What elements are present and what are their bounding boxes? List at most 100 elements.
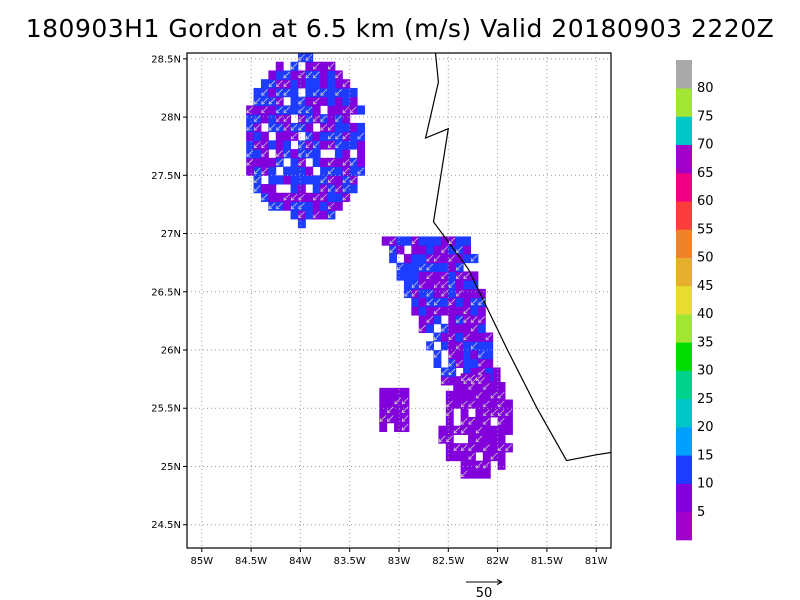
wind-vector [253, 123, 261, 131]
heat-cell [290, 210, 299, 220]
x-tick-label: 83.5W [334, 556, 366, 567]
wind-vector [298, 115, 305, 122]
wind-vector-head [497, 412, 502, 416]
heat-cell [394, 414, 402, 424]
wind-vector-head [448, 371, 453, 376]
wind-vector-head [305, 74, 310, 79]
heat-cell [482, 373, 491, 383]
heat-cell [440, 341, 449, 351]
colorbar-label: 10 [697, 477, 714, 492]
colorbar-label: 35 [697, 335, 714, 350]
wind-vector-head [483, 464, 487, 469]
wind-vector [475, 391, 483, 399]
wind-vector-head [456, 319, 460, 323]
wind-vector [433, 281, 441, 288]
heat-cell [426, 245, 435, 255]
wind-vector-head [411, 293, 416, 297]
wind-vector-head [342, 135, 347, 140]
heat-cell [505, 399, 513, 409]
heat-cell [268, 70, 277, 80]
wind-vector-head [490, 412, 494, 416]
heat-cell [260, 184, 269, 194]
wind-vector-head [404, 293, 408, 297]
wind-vector [268, 80, 276, 87]
heat-cell [305, 87, 314, 98]
wind-vector [456, 289, 463, 297]
heat-cell [290, 96, 299, 106]
heat-cell [475, 469, 484, 479]
wind-vector-head [441, 380, 445, 384]
heat-cell [305, 96, 314, 106]
heat-cell [253, 149, 262, 159]
x-tick-label: 85W [190, 556, 213, 567]
wind-vector-head [313, 74, 317, 79]
wind-vector [261, 89, 268, 96]
wind-vector [290, 123, 298, 131]
heat-cell [482, 469, 491, 479]
wind-vector-head [456, 293, 460, 297]
wind-vector [475, 374, 483, 381]
heat-cell [418, 306, 427, 316]
heat-cell [327, 70, 336, 80]
wind-vector-head [283, 109, 287, 114]
wind-vector [448, 351, 456, 358]
wind-vector-head [276, 127, 280, 131]
heat-cell [320, 70, 329, 80]
heat-cell [290, 87, 299, 98]
wind-vector-head [327, 135, 332, 140]
wind-vector-head [441, 275, 445, 280]
wind-vector [490, 391, 498, 399]
wind-vector-head [441, 249, 445, 253]
heat-cell [253, 105, 262, 115]
heat-cell [268, 166, 277, 176]
heat-cell [463, 358, 471, 368]
heat-cell [418, 271, 427, 281]
wind-vector-head [268, 127, 273, 131]
y-tick-label: 27.5N [151, 171, 181, 182]
heat-cell [433, 262, 442, 272]
colorbar-segment [676, 257, 692, 287]
wind-vector [475, 426, 483, 434]
wind-vector [461, 470, 468, 478]
heat-cell [463, 245, 471, 255]
heat-cell [320, 61, 329, 71]
heat-cell [411, 245, 420, 255]
wind-vector [268, 97, 276, 105]
wind-vector [327, 167, 335, 175]
wind-vector-head [463, 319, 467, 323]
heat-cell [283, 131, 292, 141]
wind-vector [350, 176, 357, 183]
wind-vector-head [253, 170, 258, 175]
heat-cell [497, 460, 506, 470]
wind-vector-head [478, 380, 482, 384]
heat-cell [327, 114, 336, 124]
wind-vector-head [433, 310, 438, 315]
heat-cell [246, 114, 255, 124]
colorbar-segment [676, 483, 692, 513]
heat-cell [477, 332, 486, 342]
wind-vector-head [468, 403, 472, 408]
heat-cell [433, 236, 442, 246]
heat-cell [253, 131, 262, 141]
colorbar-segment [676, 201, 692, 230]
wind-vector [327, 62, 335, 70]
heat-cell [448, 341, 457, 351]
y-tick-label: 28.5N [151, 54, 181, 65]
wind-vector [461, 374, 468, 381]
wind-vector [461, 400, 468, 408]
heat-cell [475, 399, 484, 409]
heat-cell [275, 175, 284, 185]
wind-vector [475, 461, 483, 469]
heat-cell [268, 105, 277, 115]
wind-vector [246, 123, 254, 131]
wind-vector-head [470, 258, 475, 262]
wind-vector-head [335, 92, 339, 96]
wind-vector [261, 97, 268, 105]
heat-cell [305, 201, 314, 211]
wind-vector-head [433, 284, 438, 288]
wind-vector-head [505, 447, 509, 451]
wind-vector-head [485, 336, 490, 341]
heat-cell [349, 140, 358, 150]
colorbar-segment [676, 172, 692, 202]
wind-vector [441, 281, 448, 288]
